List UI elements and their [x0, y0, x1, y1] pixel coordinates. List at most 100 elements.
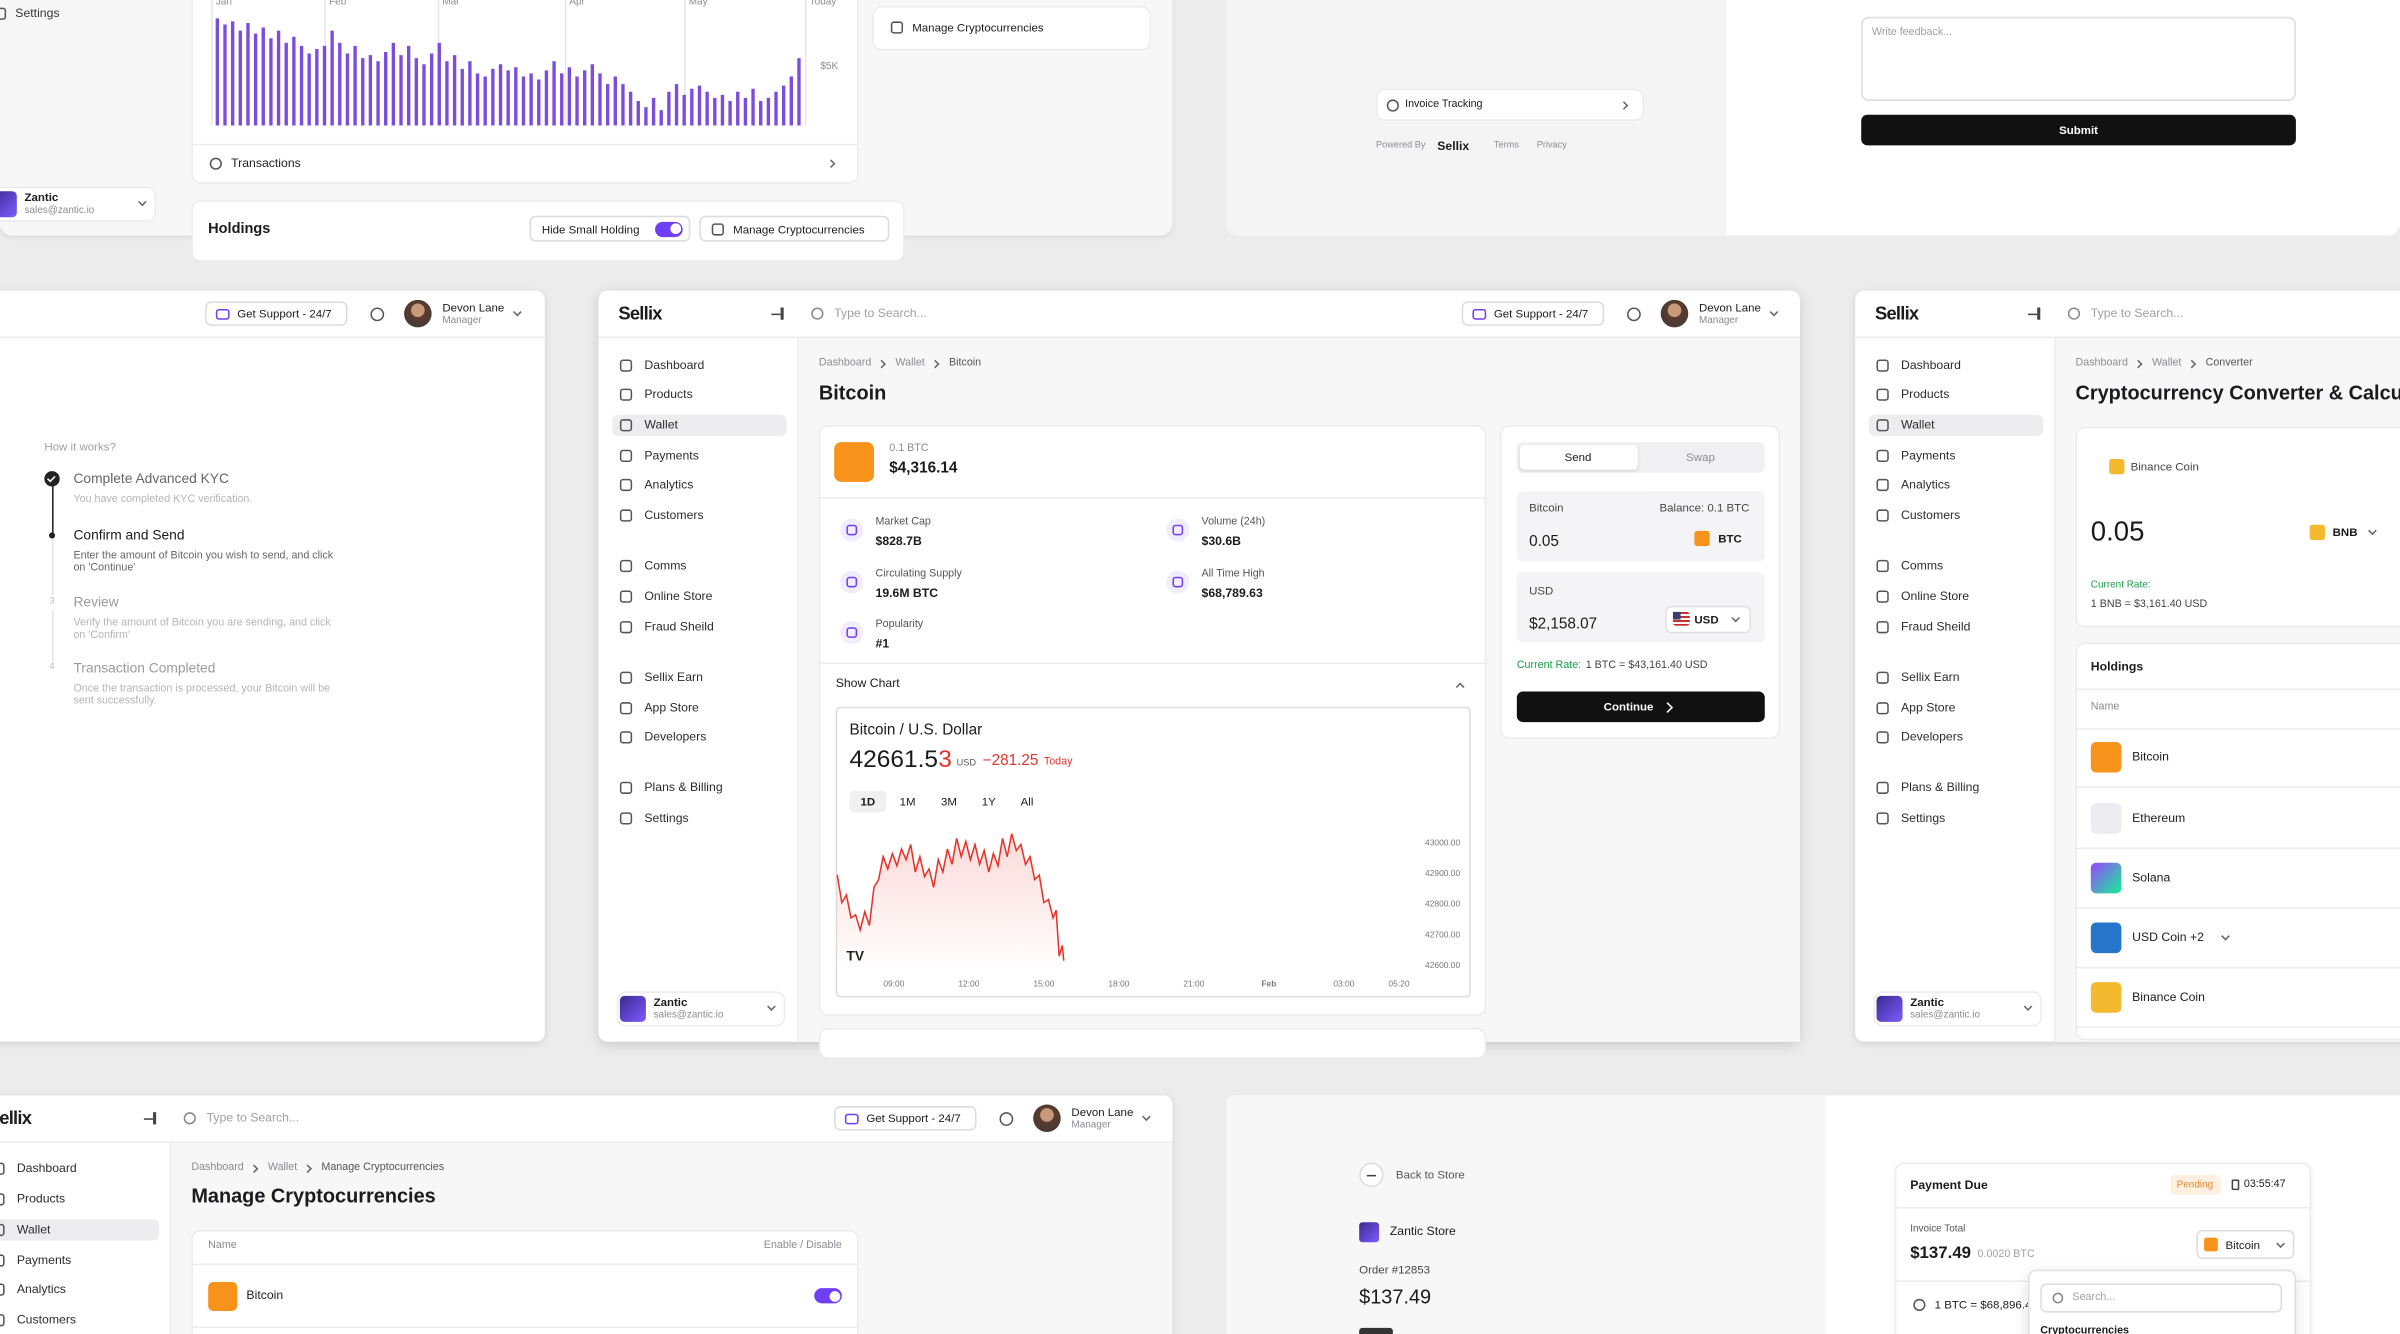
column-header[interactable]: Name: [2090, 701, 2120, 713]
collapse-icon[interactable]: [771, 312, 781, 315]
nav-item[interactable]: Customers: [644, 508, 704, 522]
breadcrumb-item[interactable]: Dashboard: [818, 357, 872, 369]
nav-item[interactable]: Settings: [1901, 811, 1946, 825]
dropdown-search[interactable]: [2040, 1283, 2283, 1313]
nav-item[interactable]: Customers: [16, 1312, 77, 1327]
range-button[interactable]: 1M: [899, 794, 916, 809]
button-label[interactable]: Submit: [2059, 123, 2099, 137]
link-card[interactable]: [872, 6, 1152, 51]
support-label[interactable]: Get Support - 24/7: [1493, 306, 1589, 321]
range-button[interactable]: All: [1020, 794, 1034, 809]
nav-item[interactable]: Customers: [1901, 508, 1961, 522]
collapse-icon[interactable]: [2028, 312, 2038, 315]
breadcrumb-item[interactable]: Wallet: [895, 357, 925, 369]
nav-item[interactable]: Payments: [1901, 448, 1956, 463]
tab[interactable]: Swap: [1686, 450, 1715, 465]
continue-button[interactable]: [1516, 691, 1765, 723]
button-label[interactable]: Manage Cryptocurrencies: [733, 221, 865, 236]
nav-item[interactable]: Dashboard: [644, 358, 705, 373]
avatar[interactable]: [404, 299, 432, 328]
submit-button[interactable]: [1861, 114, 2296, 146]
info-icon[interactable]: [370, 306, 385, 321]
support-label[interactable]: Get Support - 24/7: [866, 1111, 961, 1126]
footer-link[interactable]: Terms: [1493, 141, 1519, 151]
link[interactable]: Transactions: [231, 156, 301, 171]
amount-input[interactable]: 0.05: [2090, 515, 2145, 547]
tab[interactable]: Send: [1564, 450, 1592, 465]
link-label[interactable]: Invoice Tracking: [1405, 98, 1483, 110]
filter-button[interactable]: [529, 215, 691, 242]
breadcrumb-item[interactable]: Dashboard: [191, 1162, 244, 1174]
nav-item[interactable]: Comms: [1901, 558, 1944, 573]
nav-item[interactable]: Wallet: [16, 1222, 51, 1237]
collapse-icon[interactable]: [780, 307, 783, 320]
breadcrumb-item[interactable]: Dashboard: [2075, 357, 2128, 369]
nav-item[interactable]: Products: [16, 1192, 66, 1206]
nav-item[interactable]: Comms: [644, 558, 687, 573]
search-input[interactable]: Type to Search...: [206, 1110, 300, 1125]
support-button[interactable]: [1461, 301, 1605, 326]
nav-item[interactable]: Developers: [644, 730, 707, 744]
search-icon: [2052, 1292, 2064, 1304]
nav-item[interactable]: Payments: [644, 448, 699, 463]
collapse-icon[interactable]: [2037, 307, 2040, 320]
nav-item[interactable]: Fraud Sheild: [1901, 619, 1971, 634]
breadcrumb-item[interactable]: Wallet: [2152, 357, 2182, 369]
nav-item[interactable]: Products: [1901, 387, 1950, 402]
nav-item[interactable]: Analytics: [644, 477, 694, 492]
range-button[interactable]: 1Y: [981, 794, 996, 809]
back-link[interactable]: Back to Store: [1395, 1168, 1465, 1182]
breadcrumb-item[interactable]: Wallet: [267, 1162, 298, 1174]
nav-item[interactable]: Products: [644, 387, 693, 402]
info-icon[interactable]: [999, 1111, 1014, 1126]
stat-icon-glyph: [846, 575, 858, 587]
link-label[interactable]: Manage Cryptocurrencies: [912, 20, 1044, 35]
nav-item[interactable]: App Store: [1901, 700, 1956, 715]
toggle-chart[interactable]: Show Chart: [835, 676, 900, 691]
nav-item[interactable]: Analytics: [1901, 477, 1951, 492]
nav-item[interactable]: Settings: [644, 811, 689, 825]
button[interactable]: [699, 215, 890, 242]
nav-item[interactable]: App Store: [644, 700, 699, 715]
nav-item[interactable]: Plans & Billing: [1901, 780, 1980, 795]
nav-item[interactable]: Online Store: [644, 589, 713, 604]
nav-item[interactable]: Payments: [16, 1253, 72, 1267]
account-switcher[interactable]: [0, 186, 157, 222]
info-icon[interactable]: [1627, 306, 1641, 321]
nav-item[interactable]: Plans & Billing: [644, 780, 723, 795]
nav-item[interactable]: Fraud Sheild: [644, 619, 714, 634]
icon: [1876, 671, 1889, 684]
nav-item[interactable]: Developers: [1901, 730, 1963, 744]
nav-item[interactable]: Dashboard: [1901, 358, 1961, 373]
method-label[interactable]: Bitcoin: [2225, 1237, 2260, 1252]
search-input[interactable]: Type to Search...: [834, 306, 927, 321]
range-button[interactable]: 1D: [860, 794, 876, 809]
nav-item[interactable]: Sellix Earn: [1901, 670, 1960, 685]
input-value[interactable]: 0.05: [1529, 533, 1559, 551]
search-input[interactable]: Search...: [2072, 1291, 2116, 1303]
collapse-icon[interactable]: [153, 1112, 156, 1125]
button-label[interactable]: Continue: [1603, 699, 1654, 714]
collapse-icon[interactable]: [143, 1117, 154, 1120]
nav-item[interactable]: Dashboard: [16, 1161, 77, 1176]
textarea-placeholder[interactable]: Write feedback...: [1871, 27, 1953, 38]
axis-label: 18:00: [1108, 980, 1130, 990]
link-card[interactable]: [1376, 88, 1644, 121]
search-input[interactable]: Type to Search...: [2090, 306, 2184, 321]
textarea[interactable]: [1861, 16, 2296, 101]
nav-item[interactable]: Wallet: [644, 417, 678, 432]
column-header[interactable]: Name: [208, 1240, 237, 1252]
nav-item[interactable]: Analytics: [16, 1282, 66, 1297]
support-label[interactable]: Get Support - 24/7: [237, 306, 332, 321]
section-heading: How it works?: [44, 439, 116, 454]
holding-value: $4,316.14: [889, 460, 958, 478]
input-value[interactable]: $2,158.07: [1529, 616, 1598, 634]
nav-item[interactable]: Sellix Earn: [644, 670, 703, 685]
nav-item[interactable]: Wallet: [1901, 417, 1935, 432]
nav-item[interactable]: Settings: [15, 6, 60, 21]
avatar[interactable]: [1660, 299, 1689, 328]
footer-link[interactable]: Privacy: [1536, 141, 1567, 151]
nav-item[interactable]: Online Store: [1901, 589, 1970, 604]
range-button[interactable]: 3M: [940, 794, 957, 809]
avatar[interactable]: [1033, 1104, 1061, 1133]
